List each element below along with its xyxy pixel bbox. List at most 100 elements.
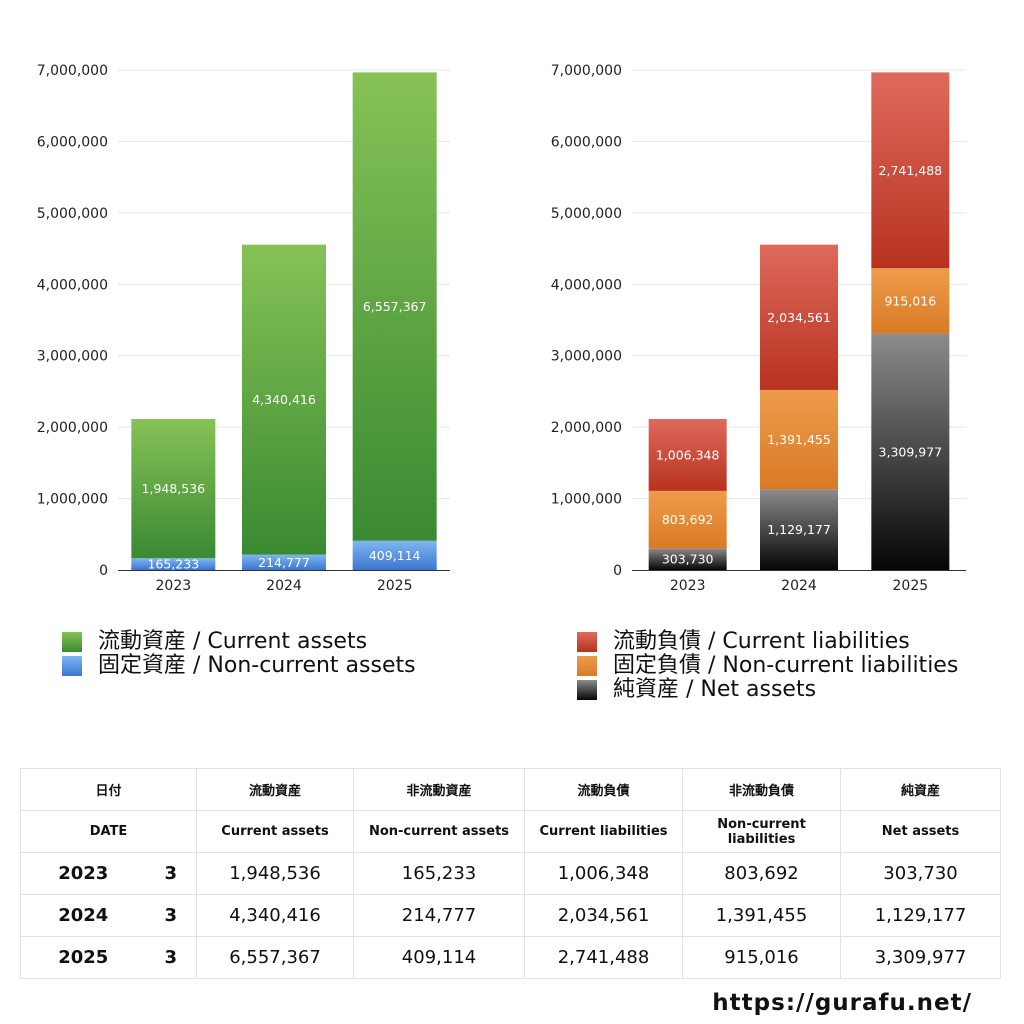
site-url[interactable]: https://gurafu.net/ bbox=[712, 990, 972, 1016]
data-label: 1,129,177 bbox=[767, 522, 831, 537]
balance-table: 日付 流動資産 非流動資産 流動負債 非流動負債 純資産 DATE Curren… bbox=[19, 768, 1002, 979]
data-label: 1,391,455 bbox=[767, 432, 831, 447]
header-date-jp: 日付 bbox=[19, 768, 198, 811]
y-tick-label: 7,000,000 bbox=[37, 63, 108, 79]
header-date-en: DATE bbox=[19, 810, 198, 853]
cell-current-assets: 1,948,536 bbox=[196, 852, 355, 895]
cell-net-assets: 1,129,177 bbox=[840, 894, 1002, 937]
bar-non_current_assets-2025 bbox=[352, 540, 437, 570]
cell-non-current-liabilities: 803,692 bbox=[682, 852, 842, 895]
assets-legend: 流動資産 / Current assets 固定資産 / Non-current … bbox=[62, 630, 416, 678]
y-tick-label: 0 bbox=[613, 563, 622, 579]
y-tick-label: 2,000,000 bbox=[551, 420, 622, 436]
header-net-assets-en: Net assets bbox=[840, 810, 1002, 853]
legend-label: 流動負債 / Current liabilities bbox=[613, 629, 910, 654]
bar-current_liabilities-2025 bbox=[871, 72, 950, 269]
header-current-assets-jp: 流動資産 bbox=[196, 768, 355, 811]
x-tick-label: 2024 bbox=[781, 578, 817, 594]
bar-net_assets-2025 bbox=[871, 333, 950, 570]
bar-non_current_liabilities-2024 bbox=[760, 389, 838, 490]
data-label: 303,730 bbox=[662, 552, 714, 567]
legend-label: 純資産 / Net assets bbox=[613, 677, 817, 702]
legend-item-current_assets: 流動資産 / Current assets bbox=[62, 630, 416, 654]
y-tick-label: 6,000,000 bbox=[551, 134, 622, 150]
legend-label: 流動資産 / Current assets bbox=[98, 629, 368, 654]
x-tick-label: 2025 bbox=[377, 578, 413, 594]
y-tick-label: 4,000,000 bbox=[551, 277, 622, 293]
header-current-liabilities-jp: 流動負債 bbox=[524, 768, 684, 811]
header-non-current-liabilities-jp: 非流動負債 bbox=[682, 768, 842, 811]
header-net-assets-jp: 純資産 bbox=[840, 768, 1002, 811]
bar-current_assets-2024 bbox=[242, 244, 326, 555]
bar-current_liabilities-2024 bbox=[760, 244, 838, 390]
legend-swatch bbox=[62, 656, 82, 676]
header-current-liabilities-en: Current liabilities bbox=[524, 810, 684, 853]
header-non-current-liabilities-en: Non-current liabilities bbox=[682, 810, 842, 853]
cell-non-current-assets: 165,233 bbox=[353, 852, 526, 895]
cell-non-current-assets: 214,777 bbox=[353, 894, 526, 937]
legend-swatch bbox=[577, 632, 597, 652]
cell-non-current-assets: 409,114 bbox=[353, 936, 526, 979]
y-tick-label: 5,000,000 bbox=[37, 206, 108, 222]
data-label: 214,777 bbox=[258, 555, 310, 570]
data-label: 1,948,536 bbox=[142, 481, 206, 496]
y-tick-label: 2,000,000 bbox=[37, 420, 108, 436]
cell-net-assets: 303,730 bbox=[840, 852, 1002, 895]
cell-non-current-liabilities: 915,016 bbox=[682, 936, 842, 979]
bar-non_current_liabilities-2025 bbox=[871, 268, 950, 334]
y-tick-label: 1,000,000 bbox=[37, 492, 108, 508]
x-tick-label: 2023 bbox=[156, 578, 192, 594]
bar-current_liabilities-2023 bbox=[648, 419, 727, 491]
data-label: 2,741,488 bbox=[879, 163, 943, 178]
row-month: 3 bbox=[145, 936, 198, 979]
x-tick-label: 2023 bbox=[670, 578, 706, 594]
data-label: 409,114 bbox=[369, 548, 421, 563]
y-tick-label: 6,000,000 bbox=[37, 134, 108, 150]
legend-item-current_liabilities: 流動負債 / Current liabilities bbox=[577, 630, 958, 654]
cell-current-liabilities: 2,034,561 bbox=[524, 894, 684, 937]
bar-net_assets-2024 bbox=[760, 489, 838, 570]
legend-item-non_current_assets: 固定資産 / Non-current assets bbox=[62, 654, 416, 678]
table-header-row-jp: 日付 流動資産 非流動資産 流動負債 非流動負債 純資産 bbox=[19, 768, 1002, 811]
cell-current-liabilities: 1,006,348 bbox=[524, 852, 684, 895]
y-tick-label: 3,000,000 bbox=[37, 349, 108, 365]
y-tick-label: 3,000,000 bbox=[551, 349, 622, 365]
bar-non_current_assets-2024 bbox=[242, 554, 326, 570]
y-tick-label: 1,000,000 bbox=[551, 492, 622, 508]
header-non-current-assets-en: Non-current assets bbox=[353, 810, 526, 853]
row-month: 3 bbox=[145, 894, 198, 937]
data-label: 2,034,561 bbox=[767, 310, 831, 325]
row-year: 2025 bbox=[20, 936, 146, 979]
legend-item-net_assets: 純資産 / Net assets bbox=[577, 678, 958, 702]
table-row: 2024 3 4,340,416 214,777 2,034,561 1,391… bbox=[20, 894, 1002, 937]
legend-label: 固定負債 / Non-current liabilities bbox=[613, 653, 959, 678]
table-row: 2025 3 6,557,367 409,114 2,741,488 915,0… bbox=[20, 936, 1002, 979]
bar-non_current_assets-2023 bbox=[131, 558, 216, 570]
cell-current-liabilities: 2,741,488 bbox=[524, 936, 684, 979]
data-label: 4,340,416 bbox=[252, 392, 316, 407]
y-tick-label: 4,000,000 bbox=[37, 277, 108, 293]
data-label: 165,233 bbox=[147, 557, 199, 572]
table-header-row-en: DATE Current assets Non-current assets C… bbox=[19, 810, 1002, 853]
table-row: 2023 3 1,948,536 165,233 1,006,348 803,6… bbox=[20, 852, 1002, 895]
y-tick-label: 0 bbox=[99, 563, 108, 579]
legend-item-non_current_liabilities: 固定負債 / Non-current liabilities bbox=[577, 654, 958, 678]
legend-swatch bbox=[577, 680, 597, 700]
y-tick-label: 7,000,000 bbox=[551, 63, 622, 79]
legend-swatch bbox=[577, 656, 597, 676]
legend-swatch bbox=[62, 632, 82, 652]
cell-net-assets: 3,309,977 bbox=[840, 936, 1002, 979]
assets-chart: 0 1,000,000 2,000,000 3,000,000 4,000,000 5,0… bbox=[37, 63, 450, 594]
liabilities-legend: 流動負債 / Current liabilities 固定負債 / Non-cur… bbox=[577, 630, 958, 702]
cell-current-assets: 4,340,416 bbox=[196, 894, 355, 937]
data-label: 915,016 bbox=[884, 293, 936, 308]
cell-non-current-liabilities: 1,391,455 bbox=[682, 894, 842, 937]
row-year: 2023 bbox=[20, 852, 146, 895]
data-label: 6,557,367 bbox=[363, 299, 427, 314]
liabilities-chart: 0 1,000,000 2,000,000 3,000,000 4,000,000 5,0… bbox=[551, 63, 966, 594]
x-tick-label: 2024 bbox=[266, 578, 302, 594]
cell-current-assets: 6,557,367 bbox=[196, 936, 355, 979]
row-month: 3 bbox=[145, 852, 198, 895]
bar-net_assets-2023 bbox=[648, 548, 727, 570]
bar-current_assets-2025 bbox=[352, 72, 437, 541]
